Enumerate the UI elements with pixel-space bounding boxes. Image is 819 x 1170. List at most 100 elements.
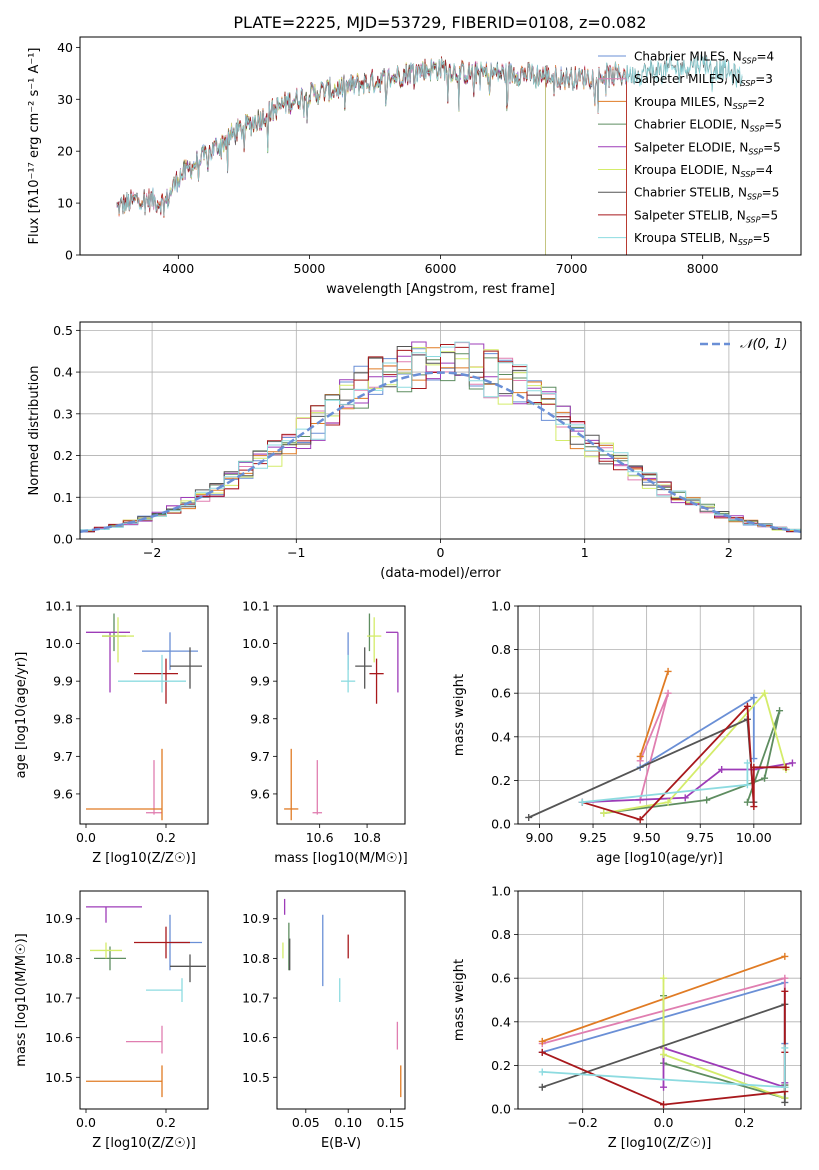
series-marker-kroupa-miles [781,952,789,960]
series-marker-salpeter-elodie [660,1083,668,1091]
series-marker-chabrier-elodie [703,796,711,804]
series-marker-chabrier-miles [750,694,758,702]
axes-frame [517,890,802,1110]
panel-mass-vs-Z: 0.0 0.2 10.5 10.6 10.7 10.8 10.9 Z [log10(Z/Z☉)… [14,890,209,1151]
y-tick-label: 0.4 [491,729,511,744]
legend-label-chabrier-elodie: Chabrier ELODIE, NSSP=5 [634,118,782,134]
y-tick-label: 10.5 [45,1070,73,1085]
y-tick-label: 0.2 [53,448,73,463]
axes-frame [276,605,406,825]
spectrum-line-salpeter-elodie [165,57,546,255]
y-tick-label: 0 [65,248,73,263]
plot-area [86,613,202,821]
x-tick-label: 0.2 [156,830,176,845]
x-tick-label: 0.10 [334,1115,362,1130]
legend-label-chabrier-miles: Chabrier MILES, NSSP=4 [634,50,774,66]
series-marker-kroupa-stelib [743,781,751,789]
x-axis-label: Z [log10(Z/Z☉)] [608,1136,712,1151]
y-tick-label: 10 [57,196,73,211]
y-tick-label: 9.7 [53,749,73,764]
axes-frame [79,605,209,825]
y-tick-label: 0.8 [491,927,511,942]
ticks: 0.05 0.10 0.15 10.5 10.6 10.7 10.8 10.9 [242,911,404,1130]
x-tick-label: −1 [287,545,305,560]
series-marker-kroupa-elodie [660,1051,668,1058]
ticks: 10.6 10.8 9.6 9.7 9.8 9.9 10.0 10.1 [242,599,381,846]
legend: 𝒩(0, 1) [700,337,787,352]
y-tick-label: 9.9 [53,674,73,689]
series-marker-kroupa-stelib [538,1068,546,1076]
y-tick-label: 9.9 [250,674,270,689]
series-marker-kroupa-miles [664,667,672,675]
y-axis-label: Flux [fλ10⁻¹⁷ erg cm⁻² s⁻¹ A⁻¹] [27,48,42,245]
series-marker-salpeter-miles [664,689,672,697]
series-marker-kroupa-miles [538,1037,546,1045]
x-tick-label: −0.2 [568,1115,598,1130]
y-tick-label: 30 [57,92,73,107]
normal-curve [80,371,801,533]
x-tick-label: 8000 [687,261,719,276]
panel-weight-vs-age: 9.00 9.25 9.50 9.75 10.00 0.0 0.2 0.4 0.6 0.8 1.0 a… [452,599,802,866]
series-marker-kroupa-elodie [761,689,769,697]
plot-area [86,906,206,1098]
spectrum-line-salpeter-miles [116,59,627,255]
x-tick-label: 0.15 [377,1115,405,1130]
y-tick-label: 0.0 [53,532,73,547]
ticks: 4000 5000 6000 7000 8000 0 10 20 30 40 [57,40,719,276]
legend-label-salpeter-miles: Salpeter MILES, NSSP=3 [634,72,773,88]
y-tick-label: 9.8 [53,711,73,726]
legend-label-salpeter-elodie: Salpeter ELODIE, NSSP=5 [634,140,781,156]
x-axis-label: age [log10(age/yr)] [596,851,723,866]
axes-frame [79,321,802,540]
x-tick-label: 10.6 [306,830,334,845]
axes-frame [79,36,802,256]
panel-spectrum: 4000 5000 6000 7000 8000 0 10 20 30 40 wavelength … [27,36,802,297]
y-tick-label: 9.8 [250,711,270,726]
x-tick-label: 1 [581,545,589,560]
y-tick-label: 10.0 [242,636,270,651]
y-tick-label: 10.8 [45,951,73,966]
x-tick-label: 0 [437,545,445,560]
x-tick-label: 10.00 [736,830,772,845]
y-tick-label: 9.6 [250,786,270,801]
y-tick-label: 10.7 [242,991,270,1006]
y-tick-label: 1.0 [491,599,511,614]
series-line-salpeter-miles [639,692,669,801]
y-axis-label: mass [log10(M/M☉)] [14,933,29,1066]
series-marker-salpeter-stelib [636,816,644,824]
y-tick-label: 0.5 [53,323,73,338]
y-tick-label: 0.0 [491,817,511,832]
panel-weight-vs-Z: −0.2 0.0 0.2 0.0 0.2 0.4 0.6 0.8 1.0 Z [log10(Z/Z… [452,884,802,1151]
y-tick-label: 0.6 [491,971,511,986]
series-marker-salpeter-elodie [718,766,726,773]
series-marker-salpeter-stelib [743,702,751,710]
series-marker-salpeter-elodie [788,759,796,767]
y-tick-label: 10.7 [45,991,73,1006]
panel-mass-vs-EBV: 0.05 0.10 0.15 10.5 10.6 10.7 10.8 10.9 E(B-V) [242,890,406,1151]
hist-salpeter-stelib [80,344,801,533]
series-marker-chabrier-stelib [525,813,533,821]
axes-frame [79,890,209,1110]
y-tick-label: 0.4 [53,365,73,380]
series-marker-kroupa-elodie [600,809,608,817]
y-tick-label: 10.6 [45,1030,73,1045]
series-marker-chabrier-elodie [776,707,784,715]
y-tick-label: 10.0 [45,636,73,651]
series-marker-kroupa-elodie [660,974,668,982]
x-axis-label: Z [log10(Z/Z☉)] [92,1136,196,1151]
panel-age-vs-Z: 0.0 0.2 9.6 9.7 9.8 9.9 10.0 10.1 Z [log10(Z/Z☉)… [14,599,209,866]
legend-label-chabrier-stelib: Chabrier STELIB, NSSP=5 [634,186,779,202]
y-tick-label: 0.8 [491,642,511,657]
y-tick-label: 0.6 [491,686,511,701]
y-axis-label: mass weight [452,674,467,756]
legend-label-kroupa-miles: Kroupa MILES, NSSP=2 [634,95,765,111]
series-marker-salpeter-stelib [782,763,790,771]
x-tick-label: 0.0 [76,830,96,845]
ticks: −2 −1 0 1 2 0.0 0.1 0.2 0.3 0.4 0.5 [53,323,733,560]
y-tick-label: 9.7 [250,749,270,764]
ticks: 0.0 0.2 9.6 9.7 9.8 9.9 10.0 10.1 [45,599,176,846]
plot-area [80,341,801,533]
y-tick-label: 0.2 [491,773,511,788]
panel-residuals: −2 −1 0 1 2 0.0 0.1 0.2 0.3 0.4 0.5 (data-model)/er… [27,321,802,581]
plot-area [116,54,743,255]
